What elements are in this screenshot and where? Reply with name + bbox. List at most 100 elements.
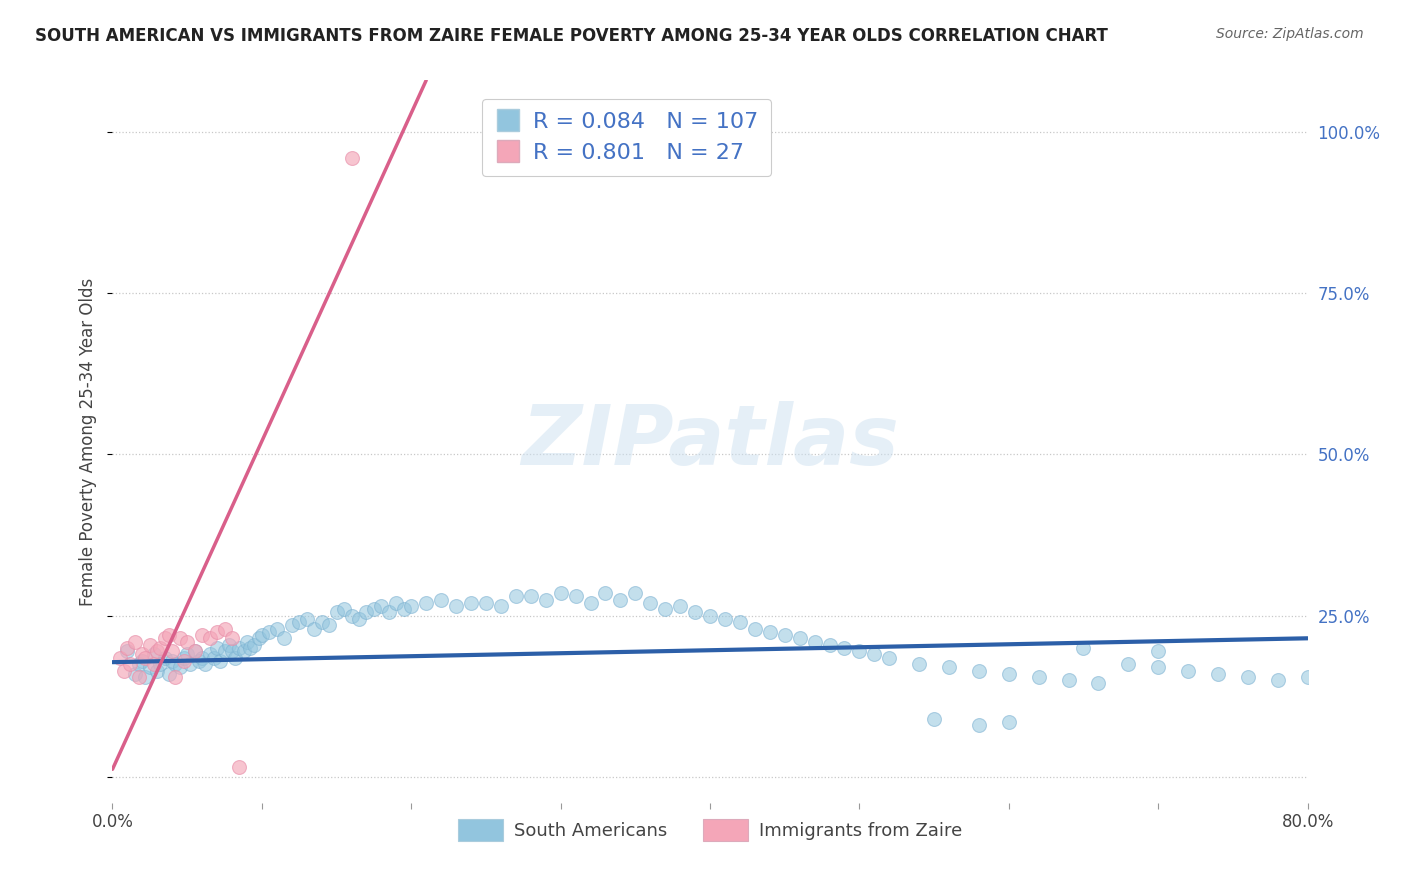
Point	[714, 612, 737, 626]
Point	[165, 670, 187, 684]
Point	[938, 660, 960, 674]
Point	[834, 640, 856, 655]
Point	[124, 666, 146, 681]
Point	[1237, 670, 1260, 684]
Point	[221, 632, 243, 646]
Point	[117, 640, 139, 655]
Point	[250, 628, 273, 642]
Point	[295, 612, 318, 626]
Point	[205, 640, 228, 655]
Point	[143, 657, 166, 672]
Point	[460, 596, 482, 610]
Point	[198, 632, 221, 646]
Point	[221, 644, 243, 658]
Point	[1087, 676, 1109, 690]
Point	[333, 602, 356, 616]
Point	[143, 648, 166, 662]
Point	[669, 599, 692, 613]
Point	[998, 666, 1021, 681]
Point	[162, 644, 183, 658]
Y-axis label: Female Poverty Among 25-34 Year Olds: Female Poverty Among 25-34 Year Olds	[79, 277, 97, 606]
Point	[131, 654, 153, 668]
Point	[128, 670, 150, 684]
Point	[392, 602, 415, 616]
Point	[1028, 670, 1050, 684]
Point	[149, 640, 172, 655]
Point	[214, 622, 236, 636]
Point	[194, 657, 217, 672]
Point	[370, 599, 392, 613]
Point	[818, 638, 841, 652]
Point	[228, 760, 250, 774]
Point	[198, 648, 221, 662]
Point	[728, 615, 751, 630]
Point	[202, 650, 225, 665]
Point	[1267, 673, 1289, 688]
Point	[654, 602, 676, 616]
Point	[114, 664, 135, 678]
Point	[967, 664, 990, 678]
Point	[191, 650, 214, 665]
Point	[579, 596, 602, 610]
Point	[624, 586, 647, 600]
Point	[243, 638, 266, 652]
Point	[128, 657, 150, 672]
Point	[1147, 644, 1170, 658]
Point	[214, 644, 236, 658]
Point	[191, 628, 214, 642]
Point	[908, 657, 931, 672]
Point	[236, 634, 259, 648]
Point	[134, 670, 156, 684]
Point	[218, 638, 240, 652]
Point	[803, 634, 825, 648]
Point	[378, 606, 401, 620]
Point	[356, 606, 378, 620]
Point	[173, 654, 195, 668]
Point	[205, 624, 228, 639]
Point	[183, 644, 205, 658]
Point	[146, 644, 169, 658]
Point	[139, 638, 162, 652]
Point	[363, 602, 385, 616]
Point	[266, 622, 288, 636]
Point	[228, 640, 250, 655]
Point	[444, 599, 467, 613]
Point	[385, 596, 408, 610]
Point	[595, 586, 617, 600]
Point	[169, 660, 191, 674]
Point	[609, 592, 631, 607]
Point	[759, 624, 782, 639]
Point	[879, 650, 901, 665]
Point	[146, 664, 169, 678]
Point	[131, 648, 153, 662]
Point	[302, 622, 325, 636]
Point	[176, 634, 198, 648]
Point	[139, 660, 162, 674]
Point	[239, 640, 262, 655]
Point	[1177, 664, 1199, 678]
Point	[134, 650, 156, 665]
Point	[233, 644, 256, 658]
Point	[699, 608, 721, 623]
Point	[183, 644, 205, 658]
Point	[415, 596, 437, 610]
Point	[188, 654, 211, 668]
Point	[311, 615, 333, 630]
Point	[773, 628, 796, 642]
Point	[1057, 673, 1080, 688]
Text: SOUTH AMERICAN VS IMMIGRANTS FROM ZAIRE FEMALE POVERTY AMONG 25-34 YEAR OLDS COR: SOUTH AMERICAN VS IMMIGRANTS FROM ZAIRE …	[35, 27, 1108, 45]
Point	[1073, 640, 1095, 655]
Point	[224, 650, 246, 665]
Point	[489, 599, 512, 613]
Point	[967, 718, 990, 732]
Point	[259, 624, 281, 639]
Point	[108, 650, 131, 665]
Text: ZIPatlas: ZIPatlas	[522, 401, 898, 482]
Point	[340, 151, 363, 165]
Point	[273, 632, 295, 646]
Point	[520, 590, 543, 604]
Point	[640, 596, 662, 610]
Point	[179, 657, 201, 672]
Point	[173, 650, 195, 665]
Point	[1296, 670, 1319, 684]
